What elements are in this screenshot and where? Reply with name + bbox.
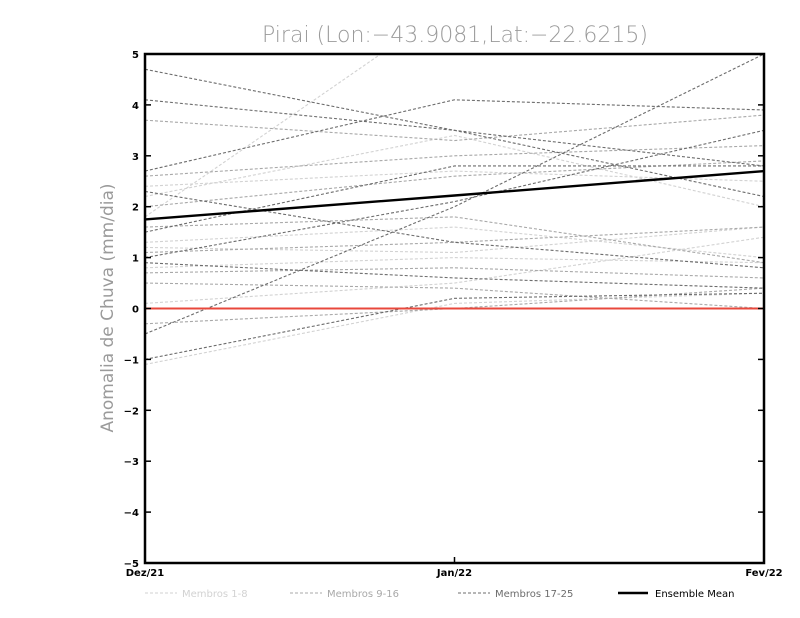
series-line [145, 257, 764, 269]
series-line [145, 54, 382, 218]
x-tick-label: Fev/22 [745, 568, 782, 579]
series-line [145, 145, 764, 177]
legend-label: Membros 9-16 [327, 589, 399, 600]
legend-label: Membros 17-25 [495, 589, 573, 600]
y-tick-label: 3 [132, 152, 139, 163]
y-tick-label: 5 [132, 50, 139, 61]
y-tick-label: −2 [124, 406, 139, 417]
series-line [145, 236, 764, 304]
series-line [145, 190, 764, 269]
series-line [145, 160, 764, 208]
y-tick-label: 0 [132, 305, 139, 316]
series-line [145, 169, 764, 221]
y-tick-label: 4 [132, 101, 139, 112]
series-line [145, 134, 764, 208]
series-line [145, 114, 764, 142]
series-line [145, 216, 764, 264]
legend-label: Membros 1-8 [182, 589, 248, 600]
y-tick-label: −1 [124, 355, 139, 366]
y-axis-label: Anomalia de Chuva (mm/dia) [98, 183, 118, 432]
series-line [145, 226, 764, 254]
y-tick-label: 1 [132, 254, 139, 265]
legend: Membros 1-8 Membros 9-16 Membros 17-25 Ense… [145, 589, 734, 600]
series-line [145, 282, 764, 310]
y-tick-label: −3 [124, 457, 139, 468]
series-line [145, 226, 764, 254]
series-line [145, 226, 764, 259]
y-tick-label: −4 [124, 508, 139, 519]
series-line [145, 292, 764, 360]
series-line [145, 129, 764, 259]
series-line [145, 262, 764, 289]
series-line [145, 292, 764, 366]
chart-title: Pirai (Lon:−43.9081,Lat:−22.6215) [262, 23, 648, 48]
series-line [145, 99, 764, 172]
x-tick-label: Dez/21 [126, 568, 165, 579]
series-line [145, 170, 764, 187]
series-layer [145, 54, 764, 366]
y-tick-label: −5 [124, 559, 139, 570]
series-line [145, 54, 764, 335]
series-line [145, 267, 764, 279]
x-tick-label: Jan/22 [436, 568, 472, 579]
series-line [145, 287, 764, 325]
axis-ticks: −5 −4 −3 −2 −1 0 1 2 3 4 5 Dez/21 Jan/22 Fev/22 [124, 50, 783, 579]
series-line [145, 99, 764, 167]
series-line [145, 165, 764, 233]
y-tick-label: 2 [132, 203, 139, 214]
legend-label: Ensemble Mean [655, 589, 734, 600]
